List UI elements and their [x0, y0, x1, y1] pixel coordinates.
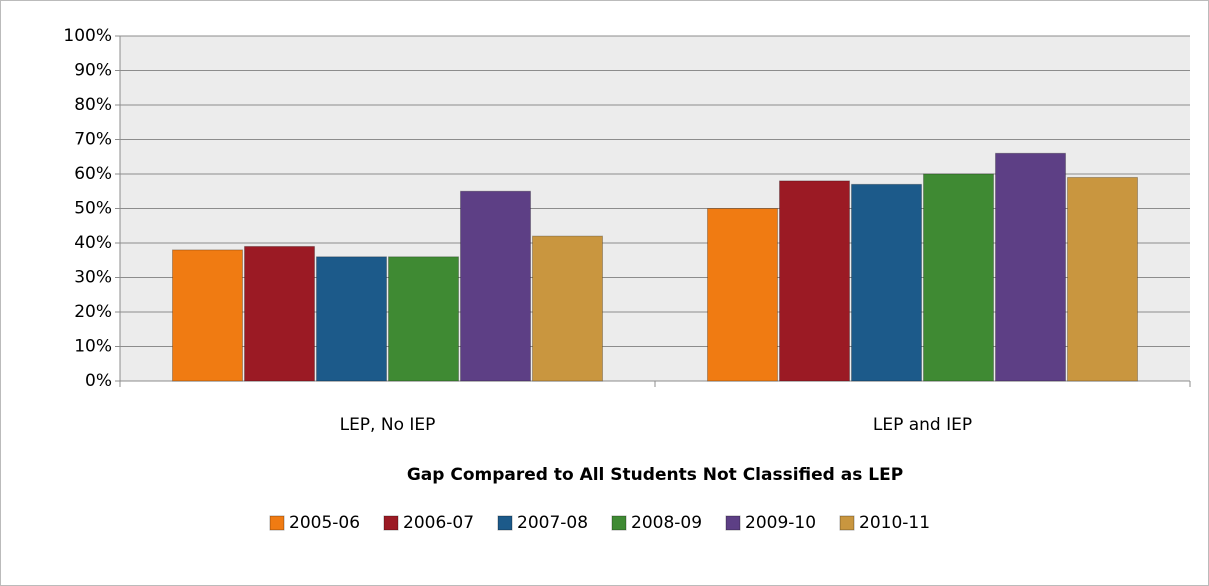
bar	[707, 208, 778, 382]
bar	[388, 256, 459, 382]
y-tick-label: 90%	[74, 61, 112, 81]
y-tick-label: 20%	[74, 302, 112, 322]
legend-label: 2005-06	[289, 513, 360, 533]
legend-swatch	[383, 515, 399, 531]
legend-swatch	[839, 515, 855, 531]
legend-swatch	[611, 515, 627, 531]
y-tick-label: 40%	[74, 233, 112, 253]
y-tick-label: 30%	[74, 268, 112, 288]
y-tick-label: 10%	[74, 337, 112, 357]
y-tick-label: 70%	[74, 130, 112, 150]
x-tick-label: LEP, No IEP	[340, 415, 436, 435]
bar	[851, 183, 922, 382]
bar	[172, 249, 243, 382]
legend-label: 2006-07	[403, 513, 474, 533]
bar	[779, 180, 850, 382]
bar	[460, 190, 531, 382]
y-tick-label: 100%	[63, 26, 112, 46]
bar	[244, 245, 315, 382]
legend-label: 2008-09	[631, 513, 702, 533]
y-tick-label: 0%	[85, 371, 112, 391]
y-tick-label: 50%	[74, 199, 112, 219]
x-tick-label: LEP and IEP	[873, 415, 972, 435]
legend-label: 2010-11	[859, 513, 930, 533]
legend-swatch	[497, 515, 513, 531]
legend-swatch	[269, 515, 285, 531]
legend-swatch	[725, 515, 741, 531]
bar	[1067, 176, 1138, 382]
bar	[316, 256, 387, 382]
y-tick-label: 60%	[74, 164, 112, 184]
bar	[995, 152, 1066, 382]
legend-label: 2009-10	[745, 513, 816, 533]
legend-label: 2007-08	[517, 513, 588, 533]
x-axis-title: Gap Compared to All Students Not Classif…	[407, 465, 903, 485]
bar	[532, 235, 603, 382]
bar	[923, 173, 994, 382]
y-tick-label: 80%	[74, 95, 112, 115]
